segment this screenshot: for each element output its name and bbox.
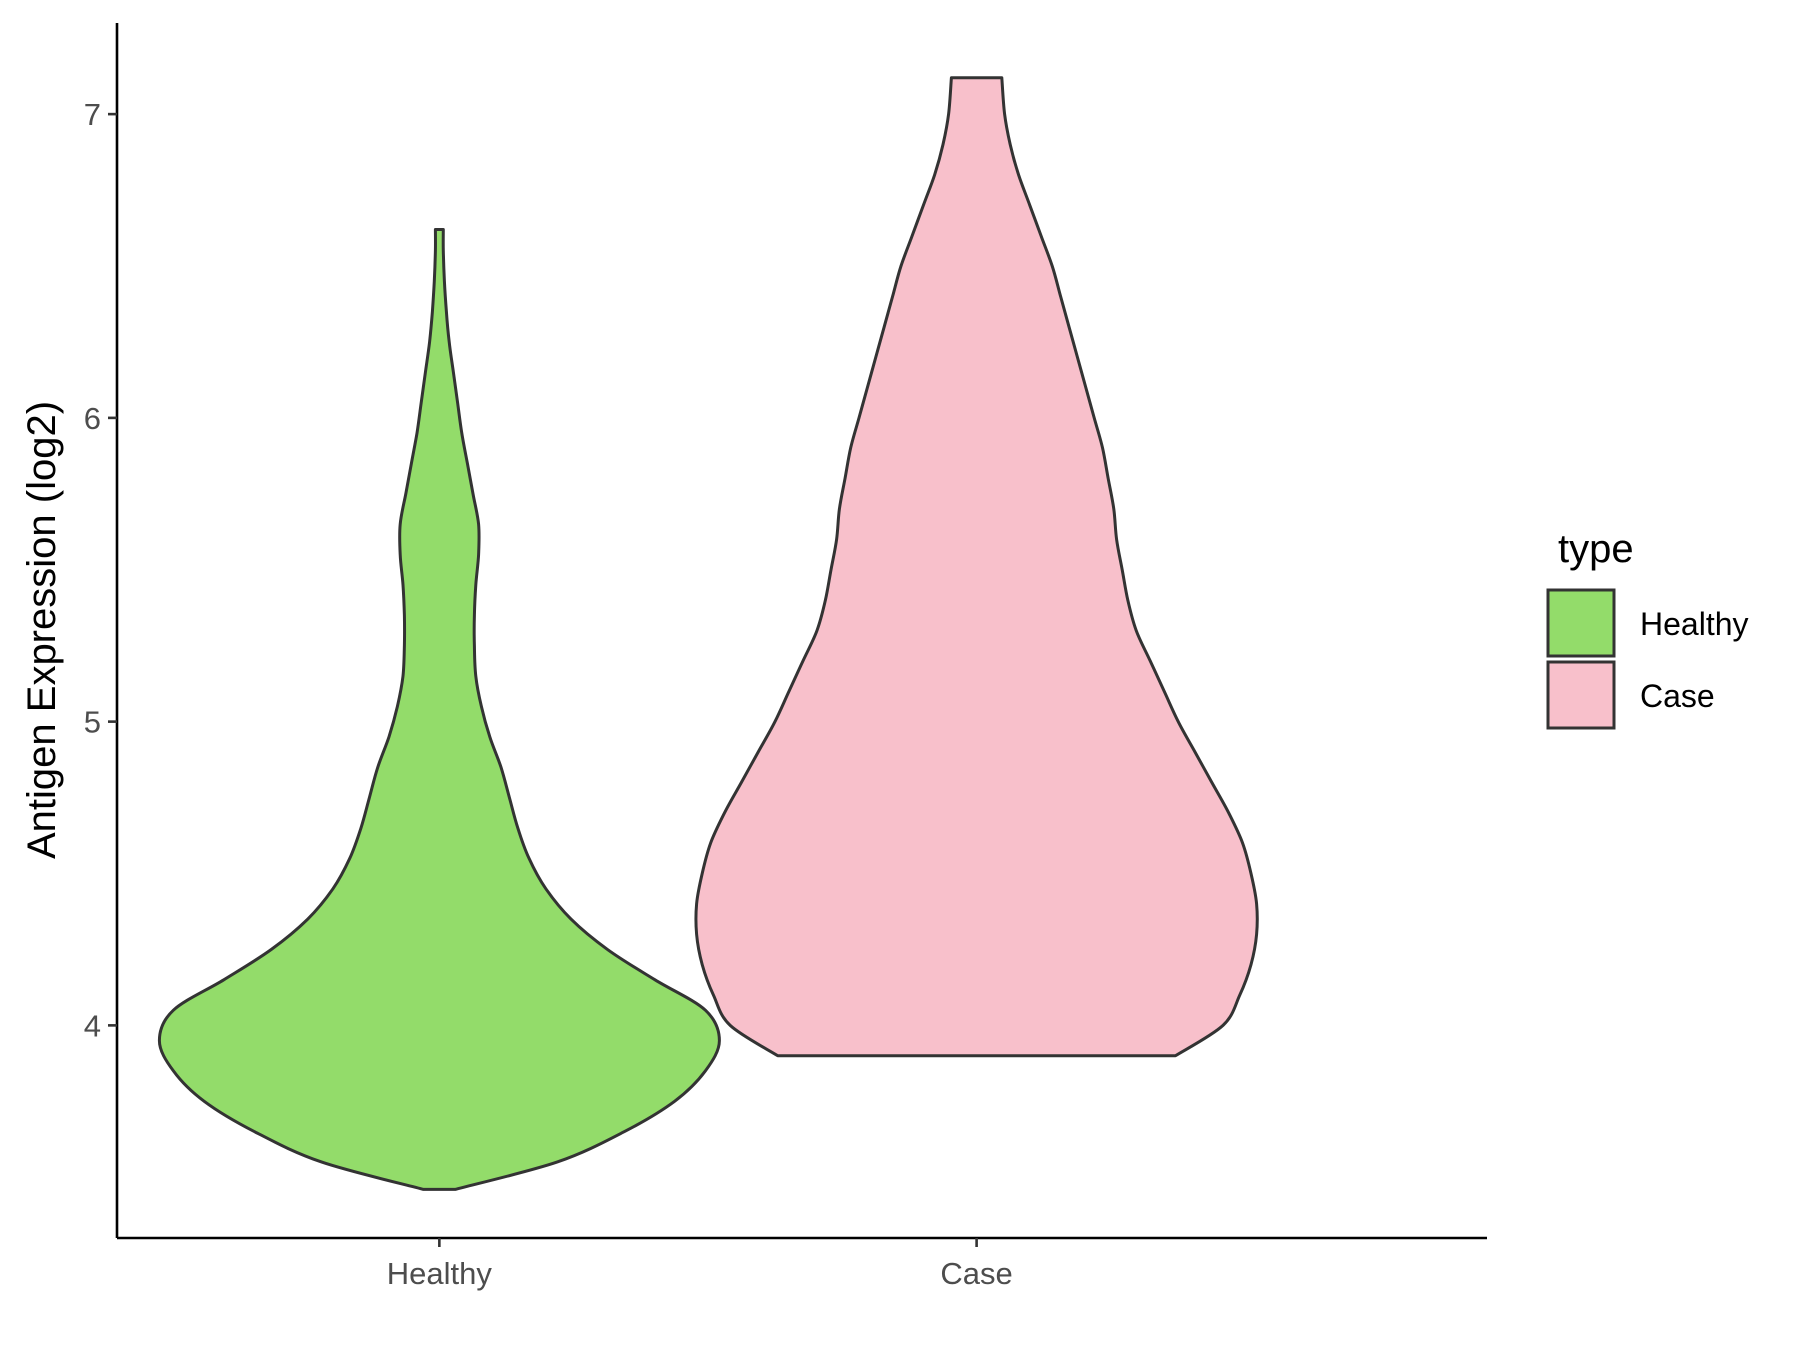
legend-label-case: Case <box>1640 678 1715 714</box>
legend-swatch-healthy <box>1546 588 1616 658</box>
y-axis-ticks: 4 5 6 7 <box>84 97 117 1043</box>
violin-layer <box>157 76 1259 1191</box>
legend: Healthy Case <box>1546 588 1749 730</box>
y-axis-title: Antigen Expression (log2) <box>20 401 64 859</box>
x-tick-label: Case <box>940 1256 1012 1291</box>
x-tick-label: Healthy <box>387 1256 493 1291</box>
legend-title: type <box>1558 527 1634 571</box>
y-tick-label: 7 <box>84 97 101 132</box>
legend-swatch-case <box>1546 660 1616 730</box>
y-tick-label: 6 <box>84 401 101 436</box>
y-tick-label: 5 <box>84 705 101 740</box>
legend-label-healthy: Healthy <box>1640 606 1749 642</box>
violin-case <box>694 76 1259 1058</box>
violin-healthy <box>157 228 721 1191</box>
y-tick-label: 4 <box>84 1008 101 1043</box>
x-axis-ticks: Healthy Case <box>387 1238 1013 1291</box>
